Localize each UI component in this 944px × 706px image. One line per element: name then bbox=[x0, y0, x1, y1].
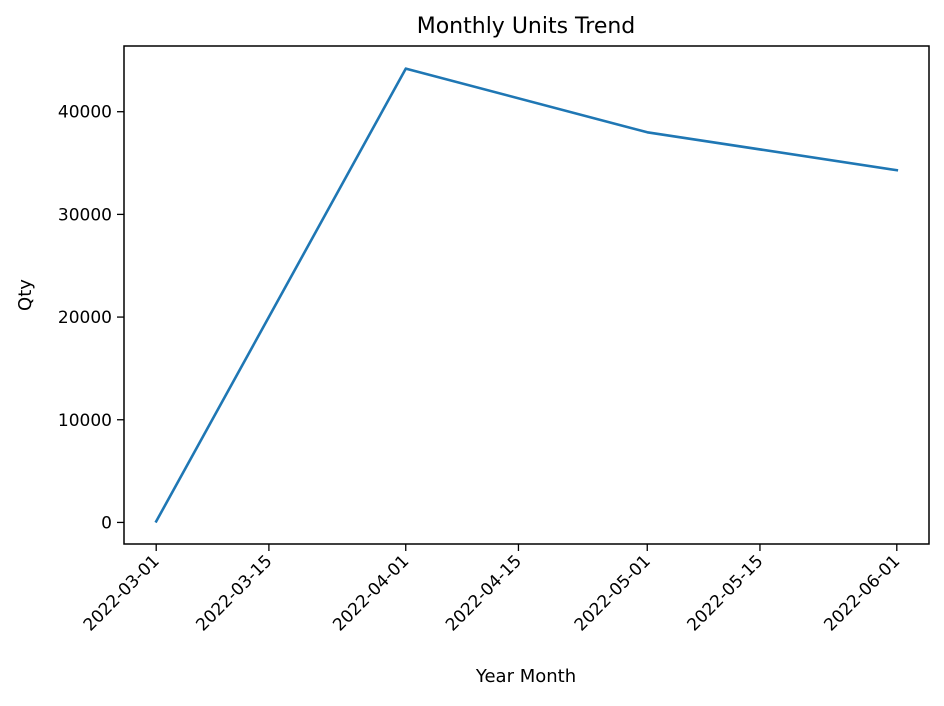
y-tick-label: 10000 bbox=[58, 411, 112, 431]
x-tick-label: 2022-03-15 bbox=[192, 551, 276, 635]
chart-title: Monthly Units Trend bbox=[417, 14, 636, 39]
x-axis: 2022-03-01 2022-03-15 2022-04-01 2022-04-15… bbox=[80, 544, 904, 635]
series-layer bbox=[154, 67, 899, 524]
x-tick-label: 2022-06-01 bbox=[820, 551, 904, 635]
y-axis-label: Qty bbox=[15, 279, 36, 311]
x-axis-label: Year Month bbox=[475, 666, 576, 687]
y-axis: 0 10000 20000 30000 40000 bbox=[58, 103, 124, 533]
x-tick-label: 2022-05-15 bbox=[683, 551, 767, 635]
plot-area-frame bbox=[123, 45, 930, 545]
x-tick-label: 2022-04-15 bbox=[442, 551, 526, 635]
y-tick-label: 0 bbox=[101, 513, 112, 533]
x-tick-label: 2022-05-01 bbox=[571, 551, 655, 635]
series-line bbox=[154, 67, 899, 524]
x-tick-label: 2022-03-01 bbox=[80, 551, 164, 635]
x-tick-label: 2022-04-01 bbox=[329, 551, 413, 635]
y-tick-label: 20000 bbox=[58, 308, 112, 328]
y-tick-label: 30000 bbox=[58, 205, 112, 225]
y-tick-label: 40000 bbox=[58, 103, 112, 123]
